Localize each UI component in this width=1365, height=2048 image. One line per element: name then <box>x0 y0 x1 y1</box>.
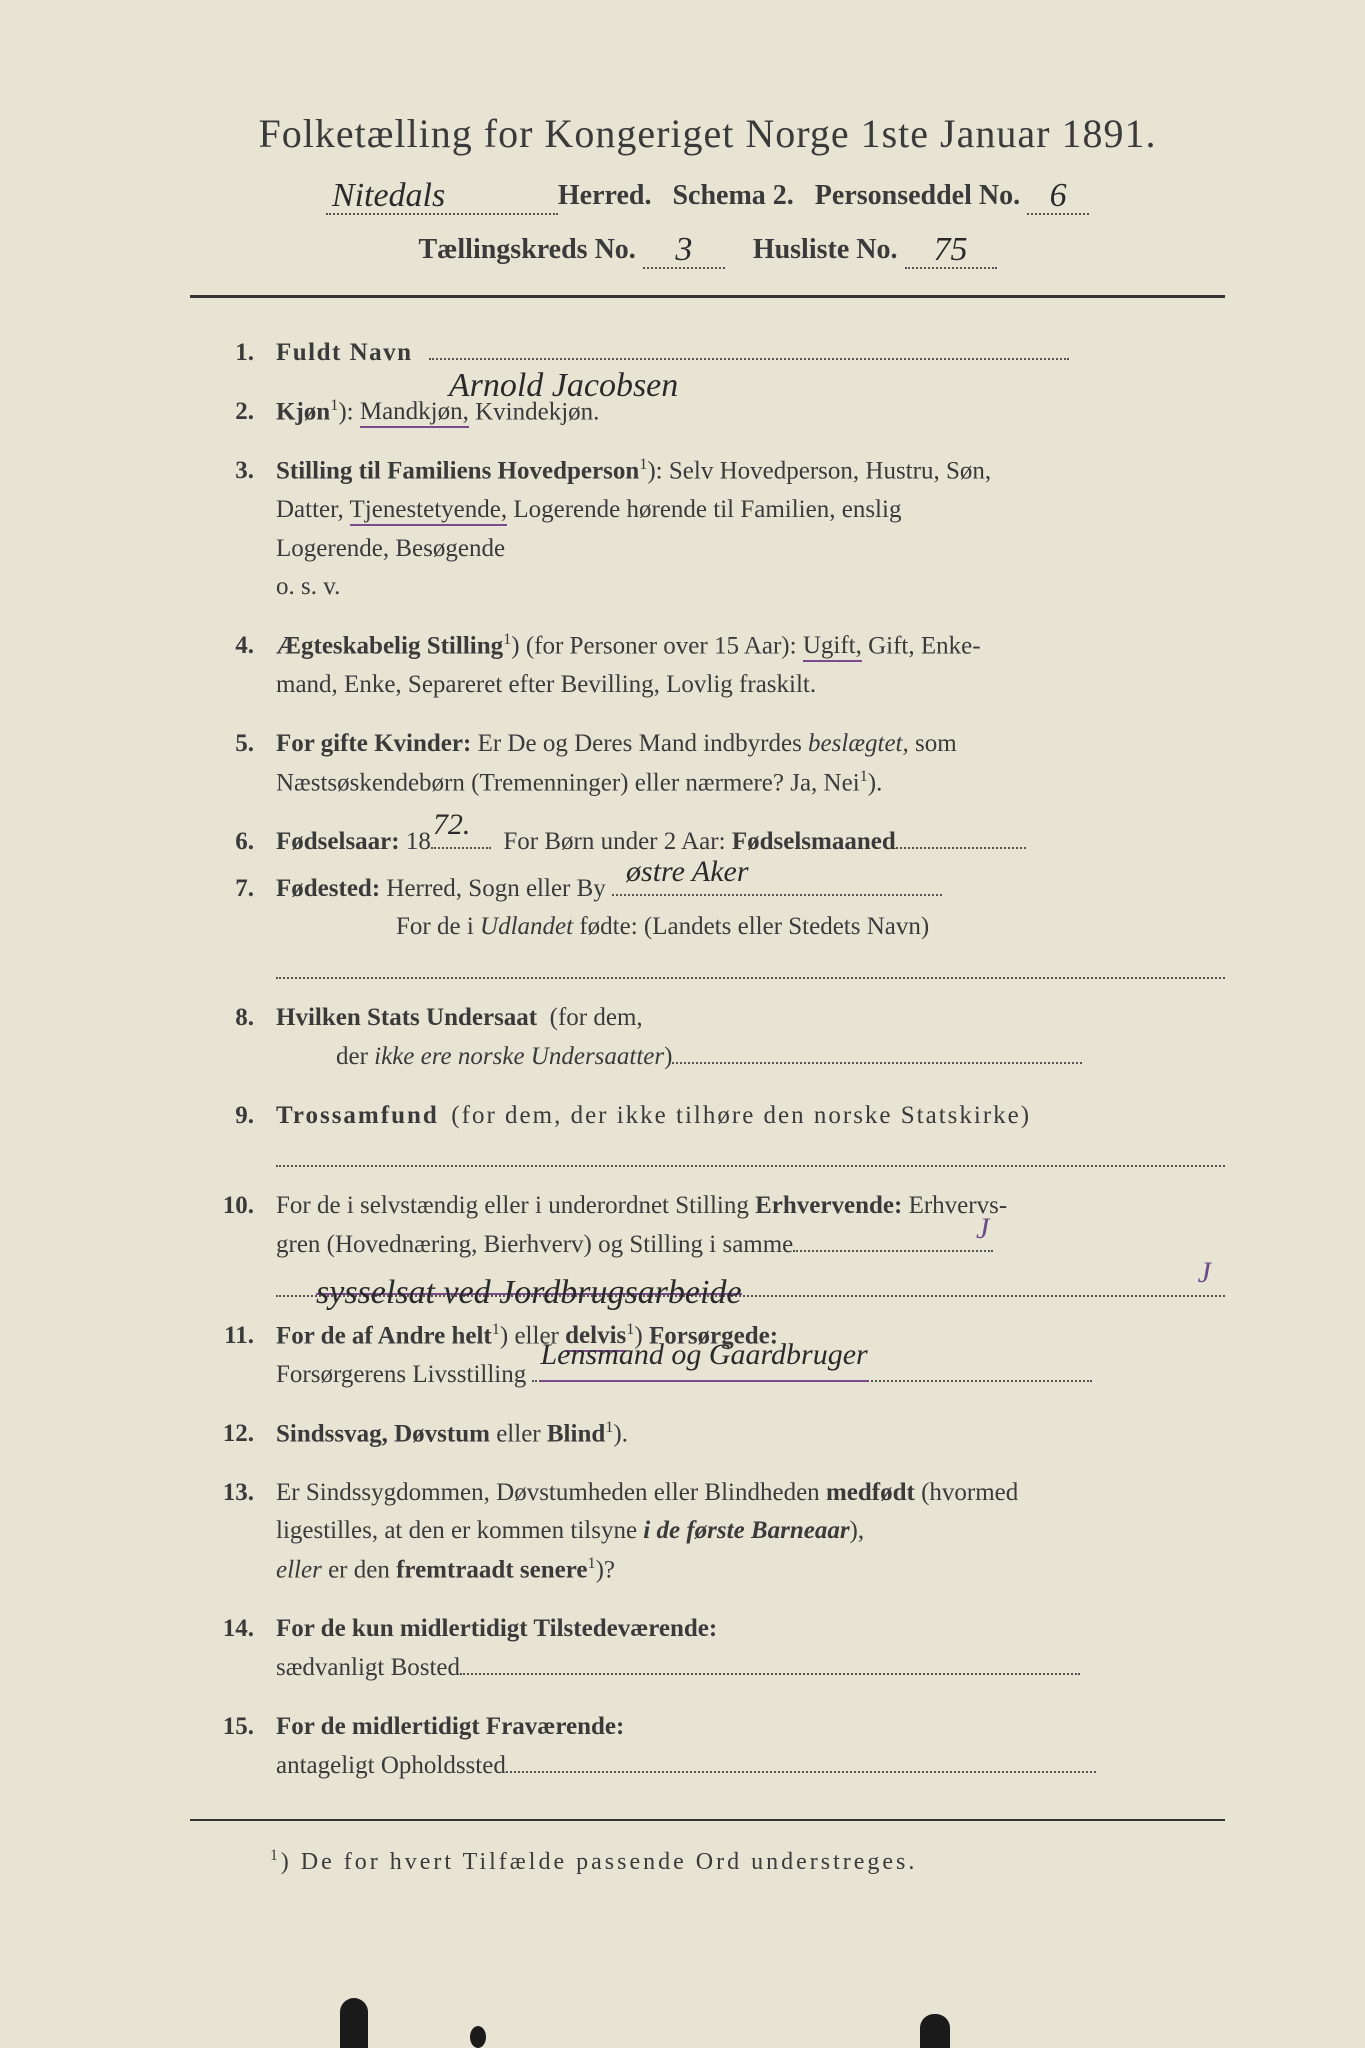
f15-label: For de midlertidigt Fraværende: <box>276 1713 624 1740</box>
field-3: 3. Stilling til Familiens Hovedperson1):… <box>190 452 1225 607</box>
schema-label: Schema 2. <box>672 180 793 211</box>
field-4: 4. Ægteskabelig Stilling1) (for Personer… <box>190 627 1225 705</box>
field-15: 15. For de midlertidigt Fraværende: anta… <box>190 1708 1225 1786</box>
personseddel-label: Personseddel No. <box>815 180 1020 211</box>
f6-value: 72. <box>433 802 471 849</box>
herred-label: Herred. <box>558 180 652 211</box>
personseddel-value: 6 <box>1050 177 1067 214</box>
form-title: Folketælling for Kongeriget Norge 1ste J… <box>190 110 1225 157</box>
f4-selected: Ugift, <box>803 632 862 662</box>
taellingskreds-label: Tællingskreds No. <box>418 234 635 265</box>
f5-label: For gifte Kvinder: <box>276 730 471 757</box>
f3-selected: Tjenestetyende, <box>350 496 508 526</box>
census-form-page: Folketælling for Kongeriget Norge 1ste J… <box>0 0 1365 2048</box>
f8-label: Hvilken Stats Undersaat <box>276 1004 537 1031</box>
f11-value: Lensmand og Gaardbruger <box>540 1332 867 1382</box>
field-12: 12. Sindssvag, Døvstum eller Blind1). <box>190 1415 1225 1454</box>
f14-label: For de kun midlertidigt Tilstedeværende: <box>276 1615 717 1642</box>
field-8: 8. Hvilken Stats Undersaat (for dem, der… <box>190 999 1225 1077</box>
f12-label: Sindssvag, Døvstum <box>276 1420 490 1447</box>
field-13: 13. Er Sindssygdommen, Døvstumheden elle… <box>190 1474 1225 1591</box>
field-7: 7. Fødested: Herred, Sogn eller By østre… <box>190 870 1225 980</box>
field-9: 9. Trossamfund (for dem, der ikke tilhør… <box>190 1097 1225 1168</box>
field-10: 10. For de i selvstændig eller i underor… <box>190 1187 1225 1297</box>
field-2: 2. Kjøn1): Mandkjøn, Kvindekjøn. <box>190 393 1225 432</box>
f9-label: Trossamfund <box>276 1102 439 1129</box>
taellingskreds-value: 3 <box>675 231 692 268</box>
f10-value: sysselsat ved Jordbrugsarbeide <box>316 1267 742 1295</box>
field-14: 14. For de kun midlertidigt Tilstedevære… <box>190 1610 1225 1688</box>
husliste-value: 75 <box>934 231 968 268</box>
husliste-label: Husliste No. <box>753 234 898 265</box>
f6-label: Fødselsaar: <box>276 828 400 855</box>
f7-label: Fødested: <box>276 875 380 902</box>
paper-damage <box>340 1998 368 2048</box>
f2-label: Kjøn <box>276 398 330 425</box>
f4-label: Ægteskabelig Stilling <box>276 632 503 659</box>
f1-label: Fuldt Navn <box>276 339 413 366</box>
field-5: 5. For gifte Kvinder: Er De og Deres Man… <box>190 725 1225 803</box>
subtitle-row-1: Nitedals Herred. Schema 2. Personseddel N… <box>190 175 1225 215</box>
fields-list: 1. Fuldt Navn Arnold Jacobsen 2. Kjøn1):… <box>190 334 1225 1785</box>
herred-value: Nitedals <box>332 177 445 214</box>
field-11: 11. For de af Andre helt1) eller delvis1… <box>190 1317 1225 1395</box>
top-rule <box>190 295 1225 298</box>
f1-value: Arnold Jacobsen <box>449 360 678 362</box>
f7-value: østre Aker <box>626 849 748 896</box>
bottom-rule <box>190 1819 1225 1821</box>
paper-damage <box>920 2014 950 2048</box>
f10-mark: J <box>1198 1250 1211 1297</box>
field-1: 1. Fuldt Navn Arnold Jacobsen <box>190 334 1225 373</box>
footnote: 1) De for hvert Tilfælde passende Ord un… <box>190 1847 1225 1876</box>
f10-mark-top: J <box>976 1206 989 1253</box>
subtitle-row-2: Tællingskreds No. 3 Husliste No. 75 <box>190 229 1225 269</box>
f3-label: Stilling til Familiens Hovedperson <box>276 457 639 484</box>
paper-damage <box>470 2026 486 2048</box>
